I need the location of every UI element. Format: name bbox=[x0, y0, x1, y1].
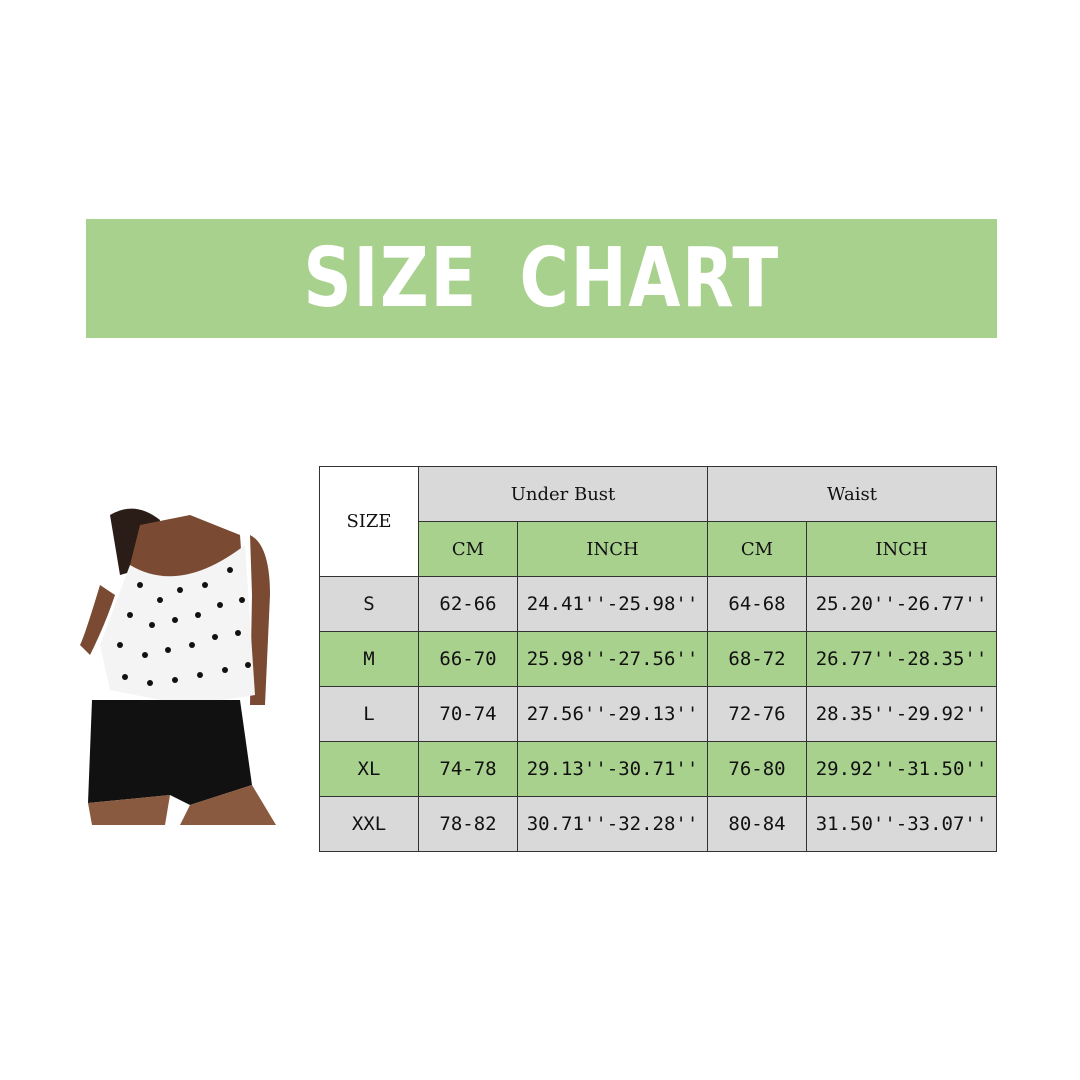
value-cell: 25.20''-26.77'' bbox=[806, 576, 997, 632]
value-cell: 68-72 bbox=[707, 631, 807, 687]
table-row: M 66-70 25.98''-27.56'' 68-72 26.77''-28.35'… bbox=[319, 631, 997, 687]
value-cell: 62-66 bbox=[418, 576, 518, 632]
product-photo bbox=[80, 508, 276, 825]
value-cell: 76-80 bbox=[707, 741, 807, 797]
value-cell: 31.50''-33.07'' bbox=[806, 796, 997, 852]
value-cell: 80-84 bbox=[707, 796, 807, 852]
table-row: XXL 78-82 30.71''-32.28'' 80-84 31.50''-33.0… bbox=[319, 796, 997, 852]
value-cell: 29.13''-30.71'' bbox=[517, 741, 708, 797]
size-header: SIZE bbox=[319, 466, 419, 577]
under-bust-header: Under Bust bbox=[418, 466, 708, 522]
value-cell: 66-70 bbox=[418, 631, 518, 687]
col-header: CM bbox=[418, 521, 518, 577]
title-banner: SIZE CHART bbox=[86, 219, 997, 338]
size-cell: M bbox=[319, 631, 419, 687]
value-cell: 25.98''-27.56'' bbox=[517, 631, 708, 687]
table-row: S 62-66 24.41''-25.98'' 64-68 25.20''-26.77'… bbox=[319, 576, 997, 632]
value-cell: 24.41''-25.98'' bbox=[517, 576, 708, 632]
value-cell: 72-76 bbox=[707, 686, 807, 742]
size-cell: L bbox=[319, 686, 419, 742]
value-cell: 70-74 bbox=[418, 686, 518, 742]
size-cell: XXL bbox=[319, 796, 419, 852]
value-cell: 64-68 bbox=[707, 576, 807, 632]
title: SIZE CHART bbox=[303, 231, 780, 326]
value-cell: 26.77''-28.35'' bbox=[806, 631, 997, 687]
value-cell: 78-82 bbox=[418, 796, 518, 852]
value-cell: 30.71''-32.28'' bbox=[517, 796, 708, 852]
value-cell: 27.56''-29.13'' bbox=[517, 686, 708, 742]
waist-header: Waist bbox=[707, 466, 997, 522]
col-header: INCH bbox=[806, 521, 997, 577]
size-cell: XL bbox=[319, 741, 419, 797]
value-cell: 29.92''-31.50'' bbox=[806, 741, 997, 797]
col-header: INCH bbox=[517, 521, 708, 577]
value-cell: 74-78 bbox=[418, 741, 518, 797]
col-header: CM bbox=[707, 521, 807, 577]
size-cell: S bbox=[319, 576, 419, 632]
table-row: XL 74-78 29.13''-30.71'' 76-80 29.92''-31.50… bbox=[319, 741, 997, 797]
value-cell: 28.35''-29.92'' bbox=[806, 686, 997, 742]
table-row: L 70-74 27.56''-29.13'' 72-76 28.35''-29.92'… bbox=[319, 686, 997, 742]
